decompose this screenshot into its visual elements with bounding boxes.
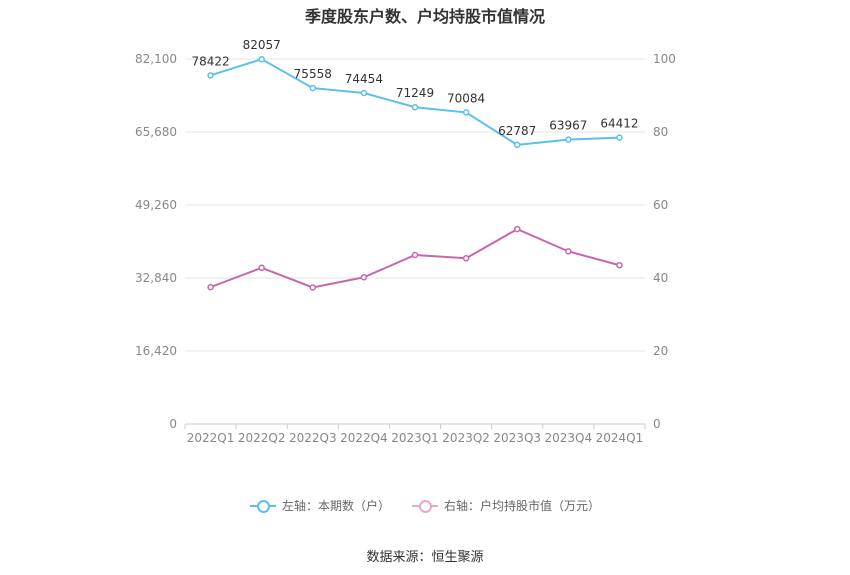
y-right-tick-label: 80 xyxy=(653,125,668,139)
households-point xyxy=(513,141,521,149)
y-left-tick-label: 49,260 xyxy=(135,198,177,212)
x-tick-label: 2023Q3 xyxy=(493,431,541,445)
y-right-tick-label: 40 xyxy=(653,271,668,285)
y-left-tick-label: 82,100 xyxy=(135,52,177,66)
x-tick-label: 2022Q3 xyxy=(289,431,337,445)
avg-value-point xyxy=(411,251,419,259)
avg-value-point xyxy=(258,264,265,272)
households-data-label: 75558 xyxy=(294,67,332,81)
x-tick-label: 2022Q1 xyxy=(187,431,235,445)
legend-avg-value-label: 右轴：户均持股市值（万元） xyxy=(444,499,601,513)
avg-value-point xyxy=(462,255,470,262)
avg-value-point xyxy=(565,248,572,255)
households-point xyxy=(360,89,368,97)
households-point xyxy=(565,136,572,143)
chart-legend: 左轴：本期数（户） 右轴：户均持股市值（万元） xyxy=(0,497,850,514)
households-point xyxy=(207,72,214,79)
x-tick-label: 2022Q4 xyxy=(340,431,388,445)
x-tick-label: 2023Q4 xyxy=(545,431,593,445)
households-data-label: 74454 xyxy=(345,72,383,86)
avg-value-point xyxy=(207,283,214,291)
x-tick-label: 2023Q1 xyxy=(391,431,439,445)
y-right-tick-label: 0 xyxy=(653,417,661,431)
households-point xyxy=(462,109,470,116)
x-tick-label: 2023Q2 xyxy=(442,431,490,445)
avg-value-line xyxy=(210,227,620,289)
y-right-tick-label: 20 xyxy=(653,344,668,358)
households-data-label: 71249 xyxy=(396,86,434,100)
households-data-label: 82057 xyxy=(243,38,281,52)
chart-title: 季度股东户数、户均持股市值情况 xyxy=(304,7,545,26)
y-right-tick-label: 100 xyxy=(653,52,676,66)
legend-item-households[interactable]: 左轴：本期数（户） xyxy=(249,497,390,514)
avg-value-point xyxy=(360,274,368,281)
households-point xyxy=(309,84,317,92)
y-left-tick-label: 16,420 xyxy=(135,344,177,358)
households-data-label: 62787 xyxy=(498,124,536,138)
households-point xyxy=(616,134,623,141)
avg-value-point xyxy=(309,284,317,291)
households-point xyxy=(258,55,265,63)
legend-item-avg-value[interactable]: 右轴：户均持股市值（万元） xyxy=(412,497,600,514)
avg-value-point xyxy=(616,261,623,269)
legend-households-icon xyxy=(249,499,276,513)
households-point xyxy=(411,103,419,111)
legend-households-label: 左轴：本期数（户） xyxy=(281,499,390,513)
x-tick-label: 2024Q1 xyxy=(596,431,644,445)
households-data-label: 63967 xyxy=(549,119,587,133)
legend-avg-value-icon xyxy=(412,499,438,513)
y-left-tick-label: 0 xyxy=(169,417,177,431)
y-left-tick-label: 65,680 xyxy=(135,125,177,139)
data-source: 数据来源：恒生聚源 xyxy=(366,550,484,565)
y-right-tick-label: 60 xyxy=(653,198,668,212)
avg-value-point xyxy=(513,225,521,233)
households-data-label: 70084 xyxy=(447,91,485,105)
x-tick-label: 2022Q2 xyxy=(238,431,286,445)
households-data-label: 64412 xyxy=(600,117,638,131)
households-data-label: 78422 xyxy=(191,54,229,68)
y-left-tick-label: 32,840 xyxy=(135,271,177,285)
